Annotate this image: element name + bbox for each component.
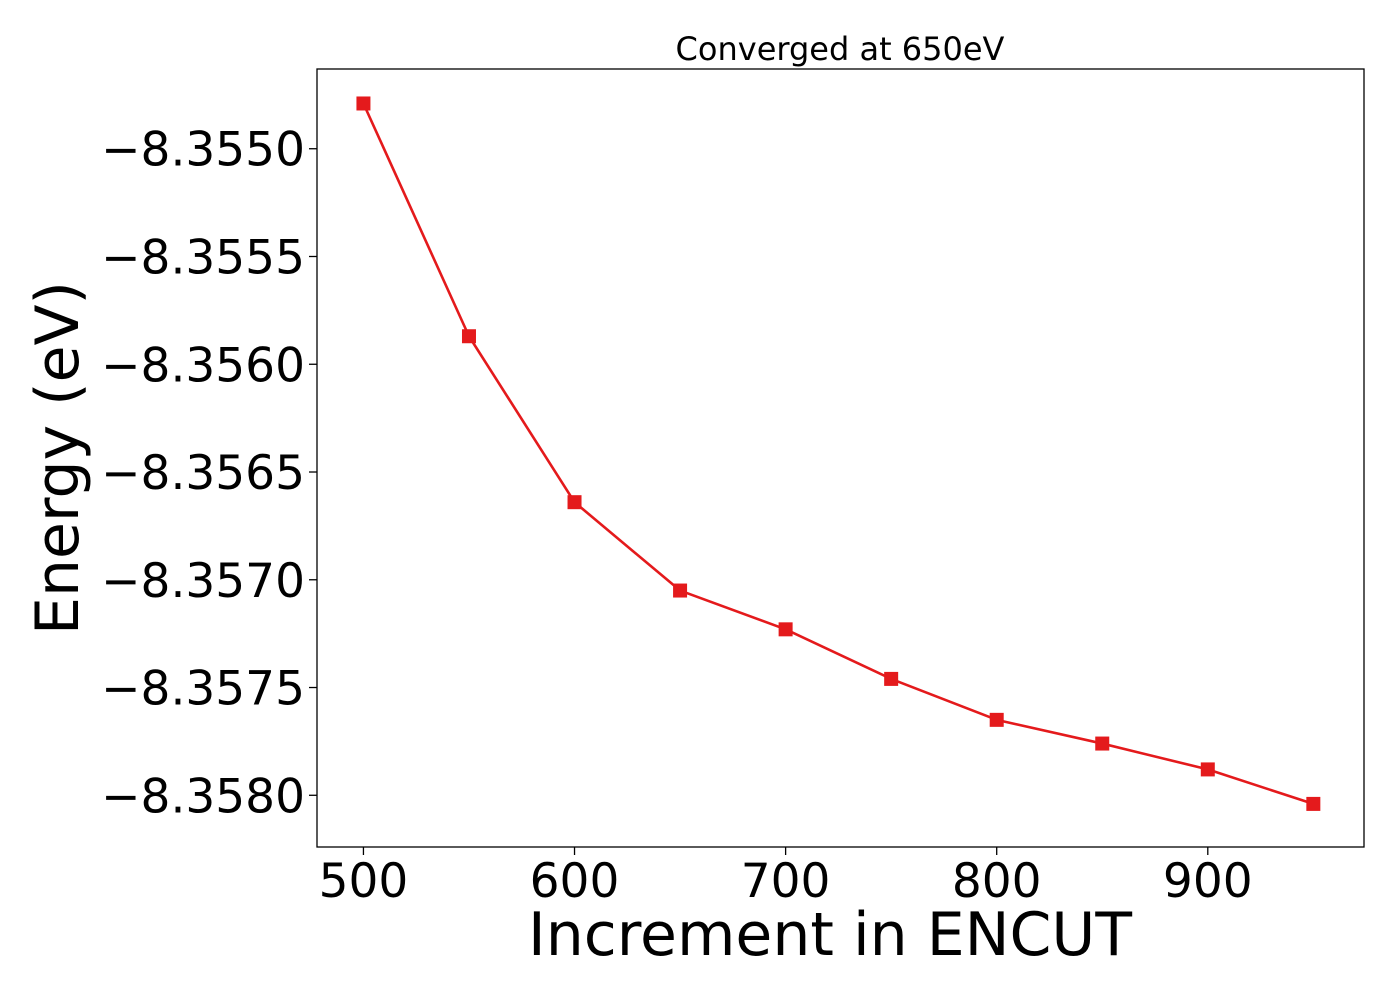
x-tick-label: 800 (952, 854, 1042, 909)
data-point-marker (989, 712, 1004, 727)
y-tick-label: −8.3565 (101, 446, 305, 501)
series-layer (356, 96, 1321, 811)
x-axis-title: Increment in ENCUT (528, 900, 1132, 970)
y-tick-label: −8.3580 (101, 769, 305, 824)
chart-title: Converged at 650eV (676, 30, 1005, 68)
x-axis: 500 600 700 800 900 (319, 847, 1253, 909)
data-point-marker (1200, 762, 1215, 777)
data-point-marker (673, 583, 688, 598)
data-point-marker (1095, 736, 1110, 751)
y-axis-title: Energy (eV) (23, 281, 93, 635)
x-tick-label: 600 (530, 854, 620, 909)
y-tick-label: −8.3560 (101, 338, 305, 393)
data-point-marker (884, 671, 899, 686)
data-point-marker (567, 495, 582, 510)
x-tick-label: 700 (741, 854, 831, 909)
plot-frame (316, 68, 1365, 848)
y-axis: −8.3550 −8.3555 −8.3560 −8.3565 −8.3570 −8.35… (101, 123, 317, 824)
series-line (362, 102, 1314, 806)
data-point-marker (356, 96, 371, 111)
data-point-marker (461, 329, 476, 344)
y-tick-label: −8.3555 (101, 230, 305, 285)
y-tick-label: −8.3550 (101, 123, 305, 178)
data-point-marker (778, 622, 793, 637)
data-point-marker (1306, 796, 1321, 811)
y-tick-label: −8.3575 (101, 662, 305, 717)
y-tick-label: −8.3570 (101, 554, 305, 609)
x-tick-label: 900 (1163, 854, 1253, 909)
x-tick-label: 500 (319, 854, 409, 909)
